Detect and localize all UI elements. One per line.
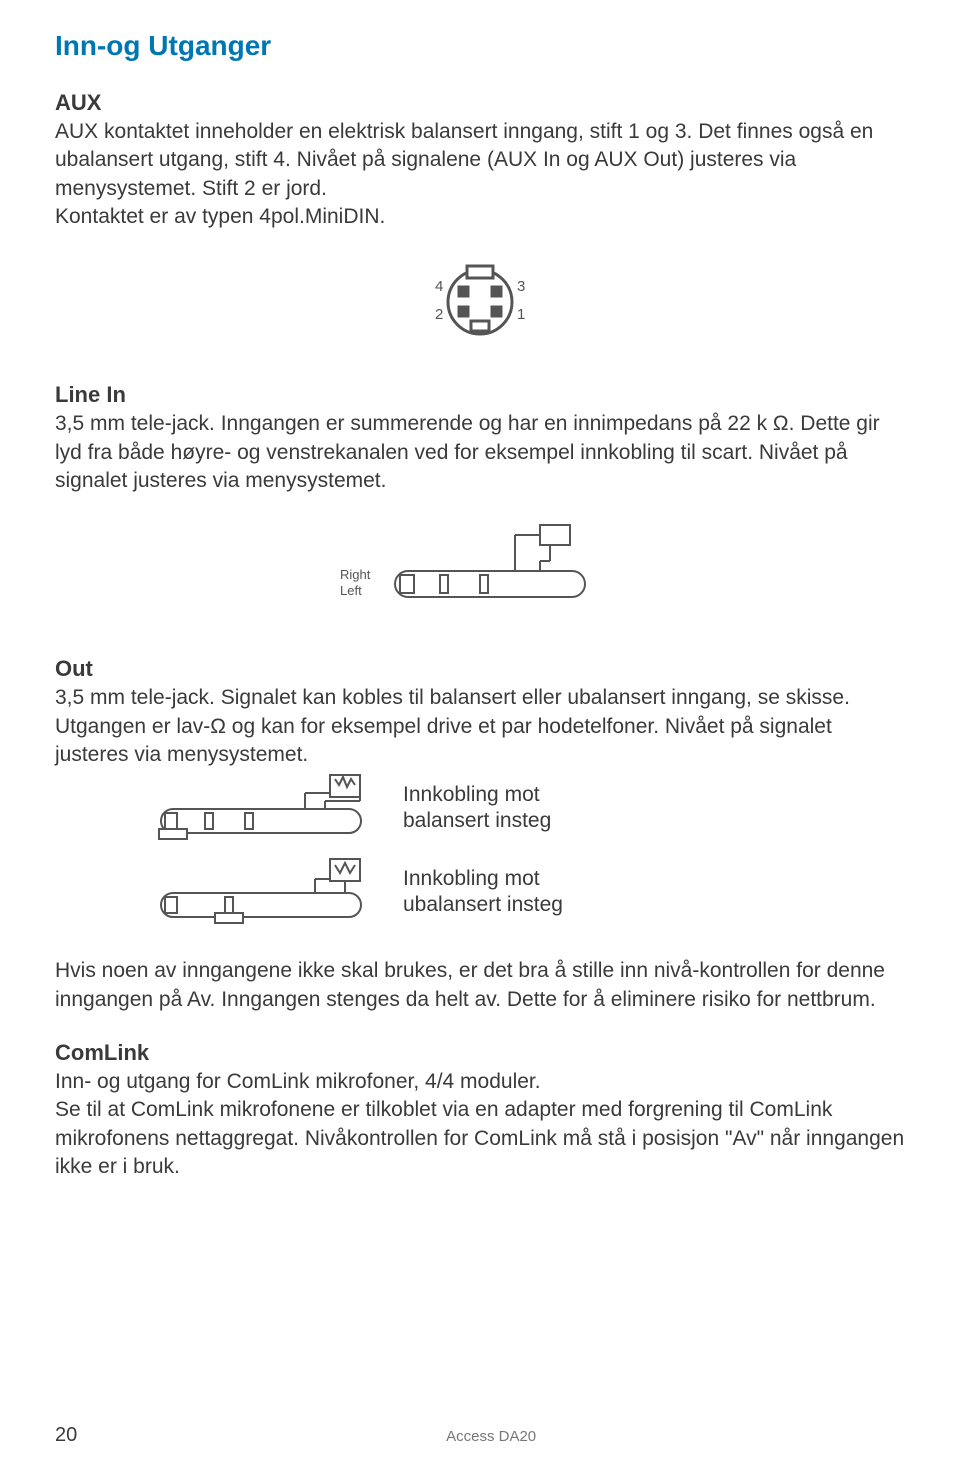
product-name: Access DA20 — [446, 1428, 536, 1445]
out-diagram-2-row: Innkobling motubalansert insteg — [155, 857, 905, 927]
aux-heading: AUX — [55, 90, 905, 116]
aux-text: AUX kontaktet inneholder en elektrisk ba… — [55, 118, 905, 231]
left-label: Left — [340, 583, 362, 598]
comlink-text: Inn- og utgang for ComLink mikrofoner, 4… — [55, 1068, 905, 1181]
linein-heading: Line In — [55, 382, 905, 408]
out-caption-1: Innkobling motbalansert insteg — [403, 782, 551, 835]
out-section: Out 3,5 mm tele-jack. Signalet kan koble… — [55, 656, 905, 769]
note-section: Hvis noen av inngangene ikke skal brukes… — [55, 957, 905, 1014]
out-diagram-1-row: Innkobling motbalansert insteg — [155, 773, 905, 843]
aux-section: AUX AUX kontaktet inneholder en elektris… — [55, 90, 905, 231]
pin-3-label: 3 — [517, 278, 525, 295]
note-text: Hvis noen av inngangene ikke skal brukes… — [55, 957, 905, 1014]
pin-1-label: 1 — [517, 306, 525, 323]
comlink-heading: ComLink — [55, 1040, 905, 1066]
page-number: 20 — [55, 1424, 77, 1447]
linein-section: Line In 3,5 mm tele-jack. Inngangen er s… — [55, 382, 905, 495]
out-diagram-1 — [155, 773, 385, 843]
linein-text: 3,5 mm tele-jack. Inngangen er summerend… — [55, 410, 905, 495]
out-caption-2: Innkobling motubalansert insteg — [403, 866, 563, 919]
pin-2-label: 2 — [435, 306, 443, 323]
out-heading: Out — [55, 656, 905, 682]
page-footer: 20 Access DA20 — [55, 1424, 905, 1447]
out-text: 3,5 mm tele-jack. Signalet kan kobles ti… — [55, 684, 905, 769]
out-diagram-2 — [155, 857, 385, 927]
right-label: Right — [340, 567, 371, 582]
pin-4-label: 4 — [435, 278, 443, 295]
page-title: Inn-og Utganger — [55, 30, 905, 62]
linein-diagram: Right Left — [55, 521, 905, 626]
minidin-diagram: 4 3 2 1 — [55, 257, 905, 352]
comlink-section: ComLink Inn- og utgang for ComLink mikro… — [55, 1040, 905, 1181]
